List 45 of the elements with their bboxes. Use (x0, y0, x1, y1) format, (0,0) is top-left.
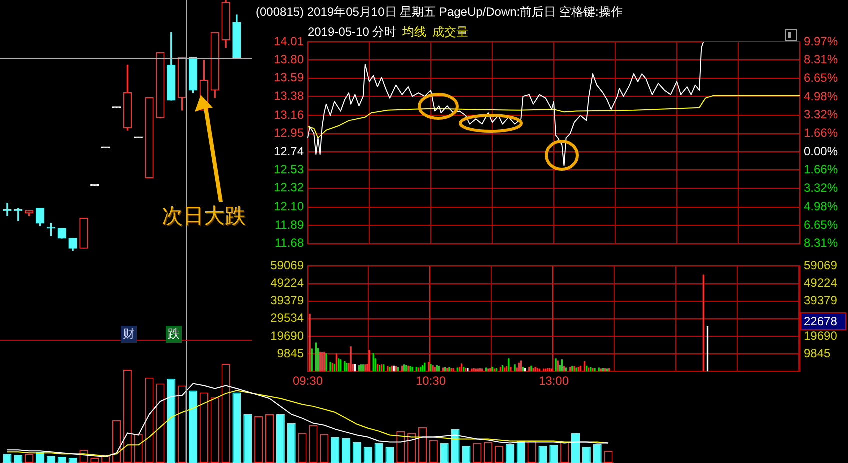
y-tick-label: 13.38 (274, 88, 304, 103)
y2-tick-label: 4.98% (804, 199, 838, 214)
y-tick-label: 12.10 (274, 200, 304, 214)
text: 财 (121, 326, 137, 343)
y-tick-label: 13.16 (274, 108, 304, 122)
y2-tick-label: 8.31% (804, 52, 838, 67)
y2-tick-label: 3.32% (804, 108, 838, 122)
x-tick-label: 13:00 (538, 374, 570, 388)
y-tick-label: 59069 (270, 258, 304, 273)
y2-tick-label: 1.66% (804, 126, 838, 140)
y-tick-label: 19690 (270, 328, 304, 343)
x-tick-label: 09:30 (292, 374, 324, 388)
y2-tick-label: 4.98% (804, 89, 838, 104)
text: 22678 (804, 314, 838, 328)
text: 跌 (166, 326, 182, 343)
y2-tick-label: 59069 (804, 258, 838, 273)
chart-title: (000815) 2019年05月10日 星期五 PageUp/Down:前后日 空格键:操作 (256, 4, 623, 21)
y2-tick-label: 19690 (804, 328, 838, 343)
chart-subtitle: 2019-05-10 分时 (308, 24, 397, 41)
y2-tick-label: 9845 (804, 346, 832, 360)
y2-tick-label: 9.97% (804, 34, 838, 48)
x-tick-label: 10:30 (416, 374, 446, 388)
y-tick-label: 12.32 (274, 180, 304, 195)
y-tick-label: 13.80 (274, 52, 304, 66)
y-tick-label: 49224 (270, 276, 304, 290)
y-tick-label: 12.95 (274, 126, 304, 140)
y-tick-label: 39379 (270, 294, 304, 308)
y2-tick-label: 0.00% (804, 144, 838, 158)
y2-tick-label: 49224 (804, 276, 838, 290)
y2-tick-label: 3.32% (804, 181, 838, 196)
y-tick-label: 14.01 (274, 34, 304, 48)
y2-tick-label: 8.31% (804, 236, 838, 250)
text: 均线 (402, 24, 427, 41)
y2-tick-label: 6.65% (804, 218, 838, 232)
y-tick-label: 12.53 (274, 162, 304, 176)
annotation: 成交量 (432, 24, 469, 41)
y-tick-label: 13.59 (274, 70, 304, 85)
y-tick-label: 11.68 (274, 236, 304, 250)
y-tick-label: 12.74 (274, 144, 304, 158)
y2-tick-label: 39379 (804, 294, 838, 308)
y2-tick-label: 1.66% (804, 162, 838, 177)
y-tick-label: 9845 (277, 346, 304, 360)
y-tick-label: 29534 (270, 311, 304, 326)
y2-tick-label: 6.65% (804, 70, 838, 85)
y-tick-label: 11.89 (274, 218, 304, 232)
